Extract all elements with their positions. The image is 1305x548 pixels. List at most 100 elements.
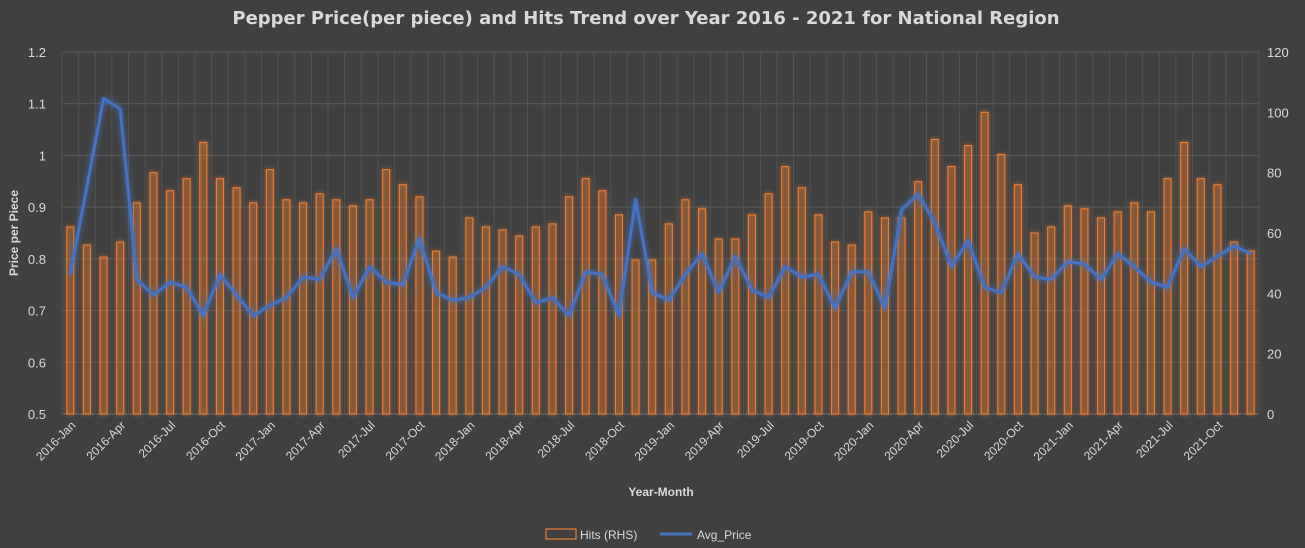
x-tick-label: 2016-Oct [183,418,228,463]
y-right-tick-label: 100 [1267,105,1289,120]
hits-bar [781,166,790,415]
x-tick-label: 2019-Apr [682,418,727,463]
hits-bar [232,187,241,415]
hits-bar [731,238,740,415]
hits-bar [681,199,690,415]
hits-bar [1246,250,1255,415]
hits-bar [398,184,407,415]
x-tick-label: 2021-Jan [1031,418,1076,463]
x-tick-label: 2020-Jan [831,418,876,463]
hits-bar [930,138,939,415]
x-axis-ticks: 2016-Jan 2016-Apr 2016-Jul 2016-Oct 2017-Jan… [33,418,1226,464]
hits-bar [66,226,75,415]
left-axis-ticks: 0.5 0.6 0.7 0.8 0.9 1 1.1 1.2 [28,45,46,422]
hits-bar [515,235,524,415]
avg-price-series [68,97,1252,318]
y-tick-label: 0.6 [28,355,46,370]
hits-bar [215,178,224,415]
x-tick-label: 2020-Apr [882,418,927,463]
hits-bar [1063,205,1072,415]
hits-bar [831,241,840,415]
hits-bars [66,111,1255,415]
hits-bar [1180,141,1189,415]
y-tick-label: 1.2 [28,45,46,60]
x-tick-label: 2020-Oct [981,418,1026,463]
hits-bar [382,169,391,415]
y-axis-title: Price per Piece [7,190,21,276]
hits-bar [797,187,806,415]
hits-bar [132,202,141,415]
hits-bar [299,202,308,415]
hits-bar [1113,211,1122,415]
y-tick-label: 0.7 [28,304,46,319]
hits-bar [182,178,191,415]
hits-bar [498,229,507,415]
y-right-tick-label: 80 [1267,166,1281,181]
hits-bar [847,244,856,415]
y-right-tick-label: 120 [1267,45,1289,60]
x-tick-label: 2017-Apr [283,418,328,463]
x-tick-label: 2016-Jul [136,418,178,460]
hits-bar [747,214,756,415]
hits-bar [1230,241,1239,415]
hits-bar [897,217,906,415]
legend-label-hits: Hits (RHS) [580,528,637,542]
hits-bar [432,250,441,415]
hits-bar [880,217,889,415]
x-tick-label: 2021-Jul [1133,418,1175,460]
hits-bar [531,226,540,415]
x-tick-label: 2019-Jan [632,418,677,463]
avg-price-line [68,97,1252,318]
hits-bar [465,217,474,415]
legend-label-price: Avg_Price [697,528,752,542]
x-tick-label: 2021-Oct [1181,418,1226,463]
gridlines [61,51,1260,415]
hits-bar [116,241,125,415]
x-tick-label: 2016-Jan [33,418,78,463]
hits-bar [631,259,640,415]
hits-bar [481,226,490,415]
hits-bar [947,166,956,415]
hits-bar [1030,232,1039,415]
x-tick-label: 2021-Apr [1081,418,1126,463]
y-tick-label: 1.1 [28,97,46,112]
hits-bar [1097,217,1106,415]
hits-bar [664,223,673,415]
hits-bar [548,223,557,415]
chart-title: Pepper Price(per piece) and Hits Trend o… [232,8,1059,29]
hits-bar [332,199,341,415]
legend: Hits (RHS) Avg_Price [545,528,752,542]
x-tick-label: 2017-Jan [233,418,278,463]
x-tick-label: 2018-Jul [535,418,577,460]
hits-bar [365,199,374,415]
y-tick-label: 0.5 [28,407,46,422]
y-right-tick-label: 60 [1267,226,1281,241]
x-axis-title: Year-Month [628,485,693,499]
y-tick-label: 0.9 [28,200,46,215]
hits-bar [282,199,291,415]
x-tick-label: 2018-Apr [483,418,528,463]
hits-bar [914,181,923,415]
y-right-tick-label: 40 [1267,286,1281,301]
hits-bar [315,193,324,415]
hits-bar [814,214,823,415]
hits-bar [1196,178,1205,415]
x-tick-label: 2020-Jul [934,418,976,460]
x-tick-label: 2018-Jan [432,418,477,463]
hits-bar [980,111,989,415]
y-right-tick-label: 20 [1267,347,1281,362]
hits-bar [1213,184,1222,415]
x-tick-label: 2017-Oct [383,418,428,463]
hits-bar [964,144,973,415]
x-tick-label: 2019-Jul [734,418,776,460]
hits-bar [648,259,657,415]
hits-bar [764,193,773,415]
x-tick-label: 2018-Oct [582,418,627,463]
hits-bar [1146,211,1155,415]
hits-bar [415,196,424,415]
x-tick-label: 2016-Apr [84,418,129,463]
right-axis-ticks: 0 20 40 60 80 100 120 [1267,45,1289,422]
y-right-tick-label: 0 [1267,407,1274,422]
hits-bar [598,190,607,415]
